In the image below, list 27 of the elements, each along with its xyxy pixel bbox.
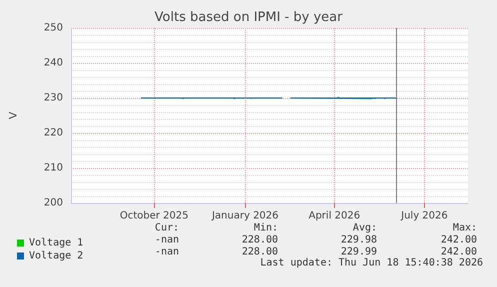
text: 228.00 bbox=[242, 234, 278, 246]
legend-label: Voltage 1 bbox=[29, 238, 84, 248]
text: 242.00 bbox=[440, 234, 477, 246]
x-tick-label: October 2025 bbox=[120, 210, 188, 222]
y-tick-label: 230 bbox=[44, 92, 63, 104]
y-tick-label: 220 bbox=[44, 128, 63, 138]
text: 242.00 bbox=[440, 246, 477, 258]
text: Last update: Thu Jun 18 15:40:38 2026 bbox=[260, 258, 484, 268]
x-tick-label: April 2026 bbox=[308, 210, 360, 222]
y-tick-label: 210 bbox=[44, 162, 63, 174]
y-tick-label: 240 bbox=[44, 58, 63, 68]
x-tick-label: January 2026 bbox=[210, 210, 279, 222]
text: 229.98 bbox=[340, 234, 377, 246]
legend-label: Voltage 2 bbox=[29, 250, 84, 262]
text: Max: bbox=[452, 222, 478, 234]
y-tick-label: 200 bbox=[44, 198, 63, 208]
x-tick-label: July 2026 bbox=[400, 210, 448, 222]
text: Cur: bbox=[154, 222, 180, 234]
text: -nan bbox=[154, 234, 180, 246]
text: 228.00 bbox=[242, 246, 278, 258]
y-axis-title: V bbox=[8, 111, 20, 120]
text: 229.99 bbox=[340, 246, 377, 258]
chart-title: Volts based on IPMI - by year bbox=[154, 10, 344, 25]
y-tick-label: 250 bbox=[44, 22, 63, 34]
text: Avg: bbox=[352, 222, 378, 234]
text: -nan bbox=[154, 246, 180, 258]
text: Min: bbox=[254, 222, 278, 234]
